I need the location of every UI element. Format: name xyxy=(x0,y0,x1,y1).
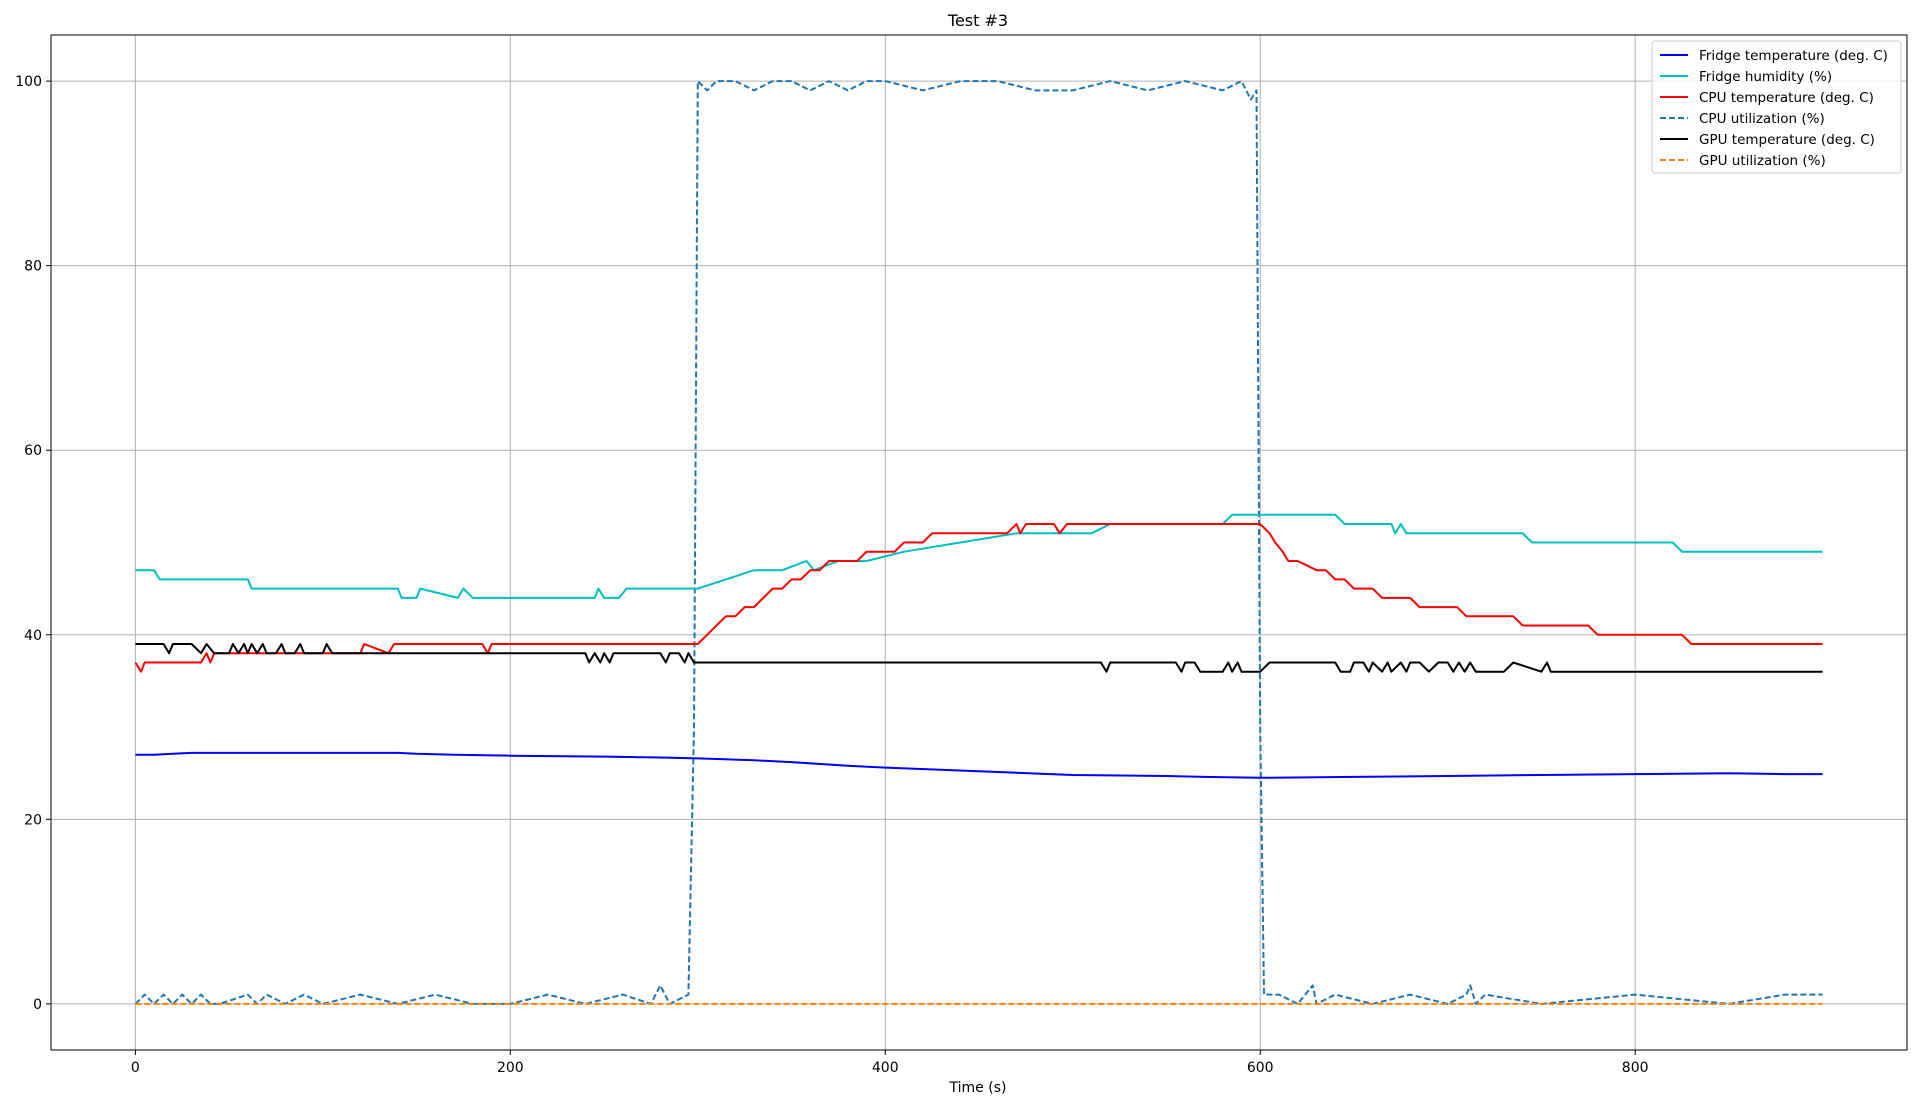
y-tick-label: 0 xyxy=(33,997,42,1013)
plot-frame xyxy=(50,34,1908,1051)
series-line-cpu-temperature-deg-c xyxy=(134,523,1823,673)
y-tick-label: 80 xyxy=(24,259,42,275)
series-line-fridge-humidity xyxy=(135,513,1823,599)
x-tick-label: 400 xyxy=(872,1060,899,1076)
series-line-gpu-temperature-deg-c xyxy=(135,643,1823,673)
y-tick-label: 40 xyxy=(24,628,42,644)
legend-label: CPU utilization (%) xyxy=(1699,111,1825,127)
chart-title: Test #3 xyxy=(947,11,1008,30)
legend-box xyxy=(1651,40,1902,174)
legend: Fridge temperature (deg. C) Fridge humidi… xyxy=(1651,40,1902,174)
series-line-fridge-temperature-deg-c xyxy=(135,751,1823,779)
x-tick-label: 800 xyxy=(1622,1060,1649,1076)
legend-label: Fridge temperature (deg. C) xyxy=(1699,48,1888,64)
x-axis-label: Time (s) xyxy=(949,1080,1007,1096)
series-line-cpu-utilization xyxy=(134,80,1823,1005)
legend-label: CPU temperature (deg. C) xyxy=(1699,90,1874,106)
x-tick-label: 0 xyxy=(131,1060,140,1076)
x-tick-label: 200 xyxy=(497,1060,524,1076)
legend-label: GPU utilization (%) xyxy=(1699,153,1826,169)
y-tick-label: 100 xyxy=(15,74,42,90)
y-tick-label: 60 xyxy=(24,443,42,459)
x-tick-label: 600 xyxy=(1247,1060,1274,1076)
legend-label: Fridge humidity (%) xyxy=(1699,69,1832,85)
series-lines xyxy=(134,80,1823,1005)
y-tick-label: 20 xyxy=(24,812,42,828)
legend-label: GPU temperature (deg. C) xyxy=(1699,132,1875,148)
axis-ticks: 0 200 400 600 800 0 20 40 60 80 100 xyxy=(15,74,1648,1076)
